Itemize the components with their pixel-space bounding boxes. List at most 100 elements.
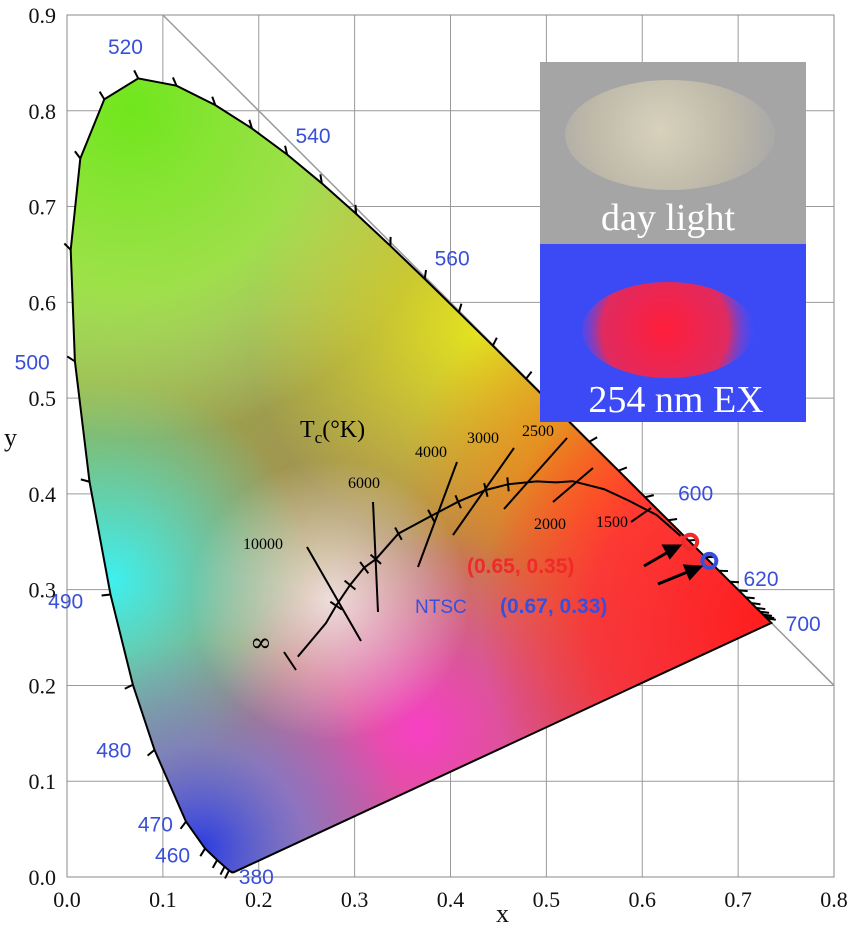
y-tick-label: 0.8 [29, 99, 57, 124]
locus-tick [211, 96, 217, 106]
x-tick-label: 0.0 [53, 887, 81, 912]
isotherm-3000 [452, 447, 515, 536]
planckian-curve [297, 480, 682, 658]
arrowhead-ntsc [682, 564, 704, 581]
planckian-minor-tick [483, 482, 489, 497]
locus-tick [751, 602, 761, 606]
wavelength-label-460: 460 [155, 844, 190, 867]
locus-tick [219, 866, 226, 876]
locus-tick [756, 606, 766, 611]
wavelength-label-470: 470 [138, 813, 173, 836]
infinity-label: ∞ [250, 628, 272, 658]
x-tick-label: 0.8 [820, 887, 848, 912]
locus-tick [133, 69, 140, 79]
y-tick-label: 0.7 [29, 195, 57, 220]
wavelength-label-380: 380 [239, 866, 274, 889]
cct-label-2000: 2000 [534, 516, 566, 533]
cct-label-4000: 4000 [415, 444, 447, 461]
ntsc-label: NTSC [415, 597, 467, 618]
y-tick-label: 0.9 [29, 3, 57, 28]
planckian-minor-tick [427, 509, 436, 523]
locus-tick [618, 466, 628, 472]
wavelength-label-480: 480 [96, 740, 131, 763]
y-tick-label: 0.6 [29, 290, 57, 315]
locus-tick [760, 610, 770, 614]
locus-tick [284, 145, 289, 155]
wavelength-label-520: 520 [108, 36, 143, 59]
wavelength-label-700: 700 [786, 613, 821, 636]
y-tick-label: 0.3 [29, 578, 57, 603]
locus-tick [171, 77, 178, 87]
locus-tick [80, 478, 90, 483]
planckian-locus [283, 437, 682, 671]
ntsc-coord-label: (0.67, 0.33) [500, 595, 607, 618]
powder-uv [582, 282, 754, 378]
daylight-caption: day light [601, 197, 735, 239]
locus-tick [738, 589, 748, 593]
locus-tick [729, 580, 740, 584]
tc-label: Tc(°K) [300, 417, 365, 447]
cct-label-2500: 2500 [522, 423, 554, 440]
planckian-minor-ticks [329, 477, 510, 611]
x-tick-label: 0.6 [629, 887, 657, 912]
plot-frame [66, 14, 835, 878]
locus-tick [101, 593, 111, 597]
locus-tick [124, 683, 134, 690]
locus-tick [491, 337, 498, 347]
wavelength-labels: 380 460 470 480 490 500 520 540 560 600 620 700 [15, 36, 821, 889]
isotherm-6000 [372, 501, 379, 613]
planckian-minor-tick [343, 579, 357, 591]
points-layer [681, 532, 719, 570]
locus-tick [588, 436, 598, 443]
locus-tick [74, 150, 82, 160]
arrow-ntsc [657, 569, 691, 586]
wavelength-label-560: 560 [435, 247, 470, 270]
x-axis-title: x [496, 899, 509, 928]
x-tick-label: 0.7 [724, 887, 752, 912]
uv-caption: 254 nm EX [588, 379, 763, 421]
locus-tick [248, 119, 253, 129]
locus-tick [63, 242, 72, 251]
locus-tick [667, 517, 678, 522]
infinity-endcap [283, 651, 297, 671]
x-tick-label: 0.5 [533, 887, 561, 912]
locus-tick [644, 494, 655, 499]
inset-photos: day light 254 nm EX [540, 62, 806, 422]
isotherm-2500 [503, 437, 568, 510]
y-tick-label: 0.5 [29, 386, 57, 411]
locus-tick [224, 869, 230, 879]
wavelength-label-620: 620 [743, 568, 778, 591]
locus-tick [211, 859, 219, 869]
locus-tick [525, 371, 533, 380]
locus-tick [354, 204, 358, 215]
locus-tick [766, 617, 776, 621]
arrow-sample [643, 549, 671, 568]
point-ntsc [700, 551, 719, 570]
wavelength-label-600: 600 [678, 483, 713, 506]
isotherm-2000 [552, 467, 594, 503]
locus-tick [199, 848, 206, 857]
powder-daylight [565, 80, 775, 190]
point-arrows [643, 544, 704, 586]
cct-label-6000: 6000 [348, 475, 380, 492]
y-tick-label: 0.1 [29, 769, 57, 794]
y-axis-tick-labels: 0.0 0.1 0.2 0.3 0.4 0.5 0.6 0.7 0.8 0.9 [29, 3, 57, 890]
locus-tick [98, 91, 106, 100]
locus-tick [146, 749, 156, 757]
locus-tick [457, 303, 463, 313]
point-sample [681, 532, 700, 551]
wavelength-label-500: 500 [15, 352, 50, 375]
locus-tick [765, 615, 775, 620]
cct-label-3000: 3000 [467, 430, 499, 447]
isotherm-1500 [630, 507, 652, 523]
cct-label-1500: 1500 [596, 514, 628, 531]
x-tick-label: 0.4 [437, 887, 465, 912]
planckian-minor-tick [506, 477, 510, 492]
planckian-minor-tick [454, 494, 462, 509]
planckian-minor-tick [394, 526, 403, 541]
locus-tick [762, 613, 773, 617]
x-tick-label: 0.1 [149, 887, 177, 912]
sample-coord-label: (0.65, 0.35) [467, 555, 574, 578]
cct-label-10000: 10000 [243, 536, 283, 553]
